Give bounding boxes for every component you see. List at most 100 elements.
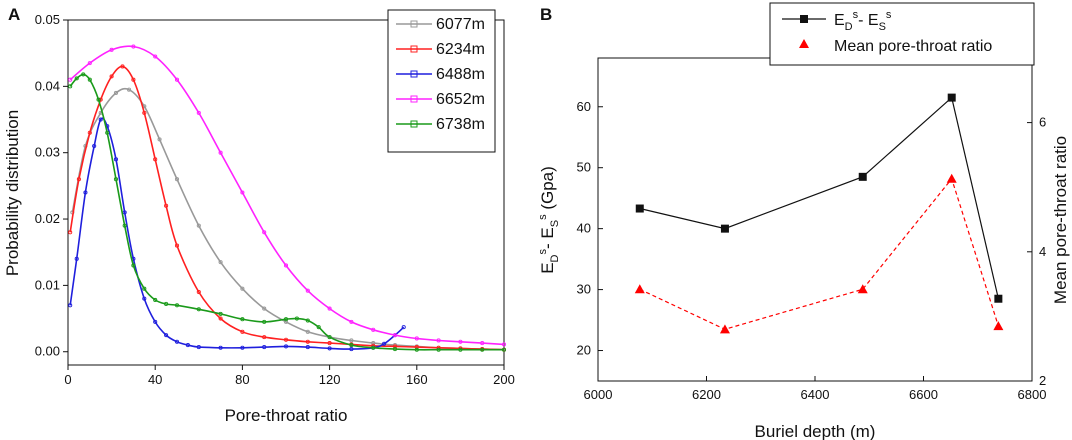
panel-a-legend-marker <box>410 95 418 103</box>
panel-a-data-point <box>327 306 332 311</box>
panel-b-left-y-tick-label: 30 <box>577 282 591 297</box>
panel-a-data-point <box>316 325 321 330</box>
panel-b-legend-label-1: EDs- ESs <box>834 9 892 33</box>
panel-b-plot-frame <box>597 57 1033 382</box>
panel-a-data-point <box>414 345 419 350</box>
panel-a-data-point <box>240 286 245 291</box>
panel-b-square-marker <box>947 93 956 102</box>
panel-b-triangle-marker <box>857 284 868 294</box>
panel-a-data-point <box>283 319 289 324</box>
panel-a-data-point <box>240 345 245 350</box>
panel-a-data-point <box>142 110 147 115</box>
panel-b-right-y-tick-label: 6 <box>1039 115 1046 130</box>
panel-b-square-marker <box>858 172 867 181</box>
panel-a-data-point <box>262 319 267 324</box>
panel-a-data-point <box>164 333 169 338</box>
panel-a-data-point <box>96 97 101 102</box>
panel-b-x-tick-label: 6200 <box>692 387 721 402</box>
panel-a-data-point <box>349 338 354 343</box>
panel-a-x-tick-label: 160 <box>406 372 428 387</box>
panel-a-data-point <box>196 289 201 295</box>
panel-b-left-y-tick-label: 40 <box>577 221 591 236</box>
panel-b-right-y-tick-label: 4 <box>1039 244 1046 259</box>
panel-a-data-point <box>164 301 169 307</box>
panel-a-data-point <box>153 319 158 324</box>
panel-a-data-point <box>196 110 201 115</box>
panel-b-triangle-marker <box>634 284 645 294</box>
panel-a-data-point <box>122 223 127 228</box>
panel-a-data-point <box>131 263 136 268</box>
panel-a-legend: 6077m 6234m 6488m 6652m 6738m <box>387 9 496 153</box>
panel-b-left-y-label-part: (Gpa) <box>538 166 557 214</box>
panel-a-data-point <box>240 329 245 334</box>
panel-a-data-point <box>382 341 387 346</box>
panel-a-series-line <box>69 45 505 346</box>
panel-b-square-marker <box>994 294 1003 303</box>
panel-a-x-tick-label: 120 <box>319 372 341 387</box>
panel-a-data-point <box>349 347 354 352</box>
panel-b-left-y-label-part: s <box>537 214 549 220</box>
panel-a-data-point <box>120 64 125 69</box>
panel-a-data-point <box>83 190 88 195</box>
panel-a-data-point <box>113 157 119 162</box>
panel-a-legend-marker <box>410 20 418 28</box>
panel-a-data-point <box>501 342 507 347</box>
panel-a-data-point <box>68 77 73 82</box>
panel-b-left-y-axis-label: EDs- ESs (Gpa) <box>537 166 561 274</box>
panel-a-legend-marker <box>410 45 418 53</box>
panel-a-data-point <box>283 344 289 349</box>
panel-a-y-tick-label: 0.05 <box>35 12 60 27</box>
panel-a-data-point <box>68 303 73 308</box>
panel-b-left-y-label-part: S <box>549 220 561 227</box>
panel-a-data-point <box>196 345 201 350</box>
panel-b-legend-label-1-part: - E <box>858 12 878 29</box>
panel-a-data-point <box>74 76 79 81</box>
panel-a-data-point <box>92 144 97 149</box>
panel-a-data-point <box>294 316 299 321</box>
panel-a-data-point <box>174 177 180 182</box>
panel-a-data-point <box>371 345 376 350</box>
panel-a-data-point <box>109 47 114 52</box>
panel-b-x-tick-label: 6600 <box>909 387 938 402</box>
panel-a-data-point <box>174 339 180 344</box>
panel-a-y-tick-label: 0.04 <box>35 78 60 93</box>
panel-a-data-point <box>327 346 332 351</box>
panel-a-data-point <box>153 157 158 162</box>
panel-a-legend-marker <box>410 120 418 128</box>
panel-b-left-y-tick-label: 50 <box>577 160 591 175</box>
panel-a-data-point <box>87 77 92 82</box>
panel-a-data-point <box>76 177 81 182</box>
panel-a-data-point <box>436 347 441 352</box>
panel-a-legend-label: 6234m <box>436 41 485 58</box>
panel-b-legend-label-1-part: s <box>853 9 859 21</box>
panel-a-data-point <box>68 230 73 235</box>
panel-a-data-point <box>113 177 119 182</box>
panel-a-data-point <box>218 260 223 265</box>
panel-a-data-point <box>196 307 201 312</box>
panel-a-x-tick-label: 40 <box>148 372 162 387</box>
panel-a-data-point <box>327 341 332 346</box>
panel-b-x-axis-label: Buriel depth (m) <box>755 422 876 440</box>
panel-a-data-point <box>392 333 398 338</box>
panel-b-x-tick-label: 6800 <box>1018 387 1047 402</box>
panel-a-data-point <box>414 347 419 352</box>
panel-a-legend-marker <box>410 70 418 78</box>
panel-b-series-line <box>639 177 999 330</box>
panel-b-legend-label-1-part: S <box>879 21 886 33</box>
panel-a-data-point <box>283 337 289 342</box>
panel-a-data-point <box>401 325 406 330</box>
panel-a-data-point <box>87 61 92 66</box>
panel-a-legend-box <box>387 9 496 153</box>
panel-a-data-point <box>327 335 332 340</box>
panel-a-data-point <box>68 84 73 89</box>
panel-b-right-y-tick-label: 2 <box>1039 373 1046 388</box>
panel-a-plot-frame <box>67 19 505 366</box>
panel-b-triangle-marker <box>993 321 1004 331</box>
panel-a-data-point <box>153 54 158 59</box>
panel-a-data-point <box>458 339 463 344</box>
panel-b-legend-label-1-part: E <box>834 12 845 29</box>
panel-a-data-point <box>218 345 223 350</box>
panel-a-legend-label: 6488m <box>436 66 485 83</box>
panel-a-data-point <box>305 345 310 350</box>
